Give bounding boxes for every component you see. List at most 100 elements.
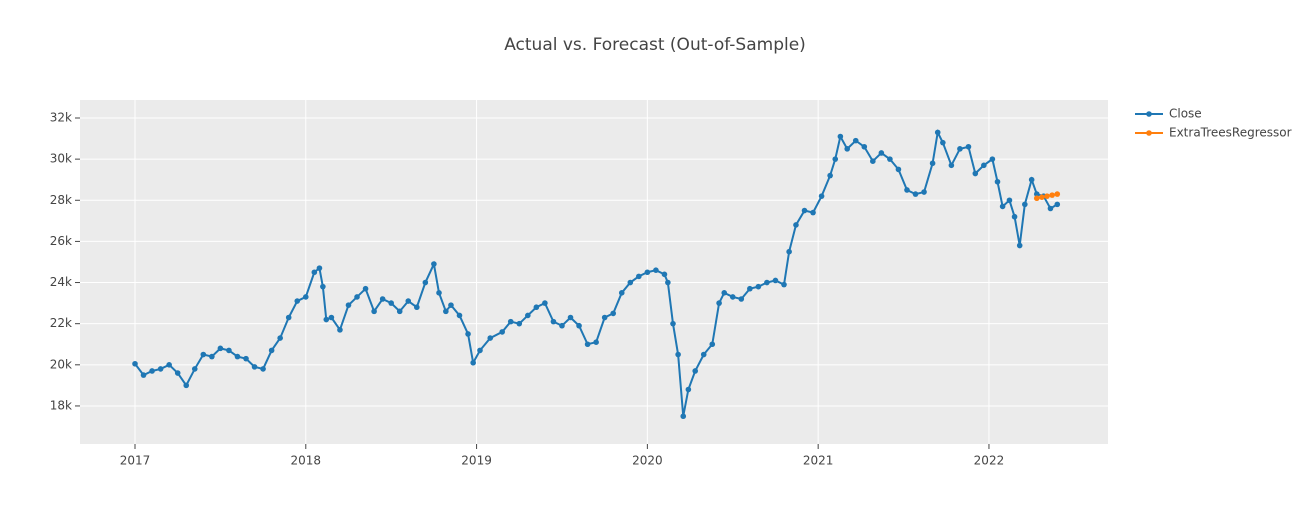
marker (921, 189, 927, 195)
marker (904, 187, 910, 193)
marker (1039, 194, 1045, 200)
marker (989, 156, 996, 162)
plot-area (80, 100, 1108, 444)
marker (940, 139, 946, 146)
marker (456, 312, 463, 319)
marker (644, 269, 651, 276)
marker (665, 279, 671, 286)
marker (567, 314, 574, 321)
x-tick-label: 2021 (803, 454, 834, 468)
marker (934, 129, 941, 136)
marker (183, 382, 190, 389)
marker (200, 351, 207, 358)
marker (243, 355, 249, 362)
marker (277, 335, 283, 341)
marker (721, 290, 728, 296)
marker (516, 320, 523, 327)
marker (861, 143, 868, 150)
marker (887, 156, 893, 162)
marker (470, 359, 476, 366)
marker (323, 316, 330, 323)
marker (1049, 192, 1055, 198)
marker (251, 364, 258, 370)
marker (692, 368, 698, 374)
marker (610, 310, 617, 317)
marker (636, 273, 642, 280)
marker (618, 290, 625, 296)
marker (320, 283, 326, 290)
marker (328, 314, 335, 321)
marker (709, 341, 716, 348)
marker (786, 248, 792, 255)
marker (337, 327, 343, 333)
marker (576, 322, 582, 329)
x-tick-label: 2018 (291, 454, 322, 468)
marker (852, 137, 859, 144)
y-tick-label: 24k (50, 275, 72, 289)
marker (1054, 201, 1061, 208)
marker (1033, 191, 1040, 197)
marker (559, 322, 565, 329)
marker (209, 353, 215, 360)
chart-title: Actual vs. Forecast (Out-of-Sample) (504, 35, 806, 55)
marker (371, 308, 377, 315)
marker (311, 269, 318, 276)
marker (533, 304, 540, 311)
marker (948, 162, 955, 169)
marker (827, 172, 833, 179)
legend-label: Close (1169, 107, 1202, 121)
marker (422, 279, 429, 286)
marker (388, 300, 394, 306)
marker (166, 362, 172, 368)
marker (345, 302, 352, 308)
marker (957, 146, 963, 152)
marker (661, 271, 668, 278)
marker (174, 370, 181, 376)
y-tick-label: 32k (50, 110, 72, 124)
marker (477, 347, 483, 354)
x-tick-label: 2020 (632, 454, 663, 468)
y-tick-label: 20k (50, 357, 72, 371)
marker (1033, 195, 1040, 202)
marker (999, 203, 1006, 210)
y-tick-label: 18k (50, 398, 72, 412)
marker (747, 285, 753, 292)
marker (268, 347, 275, 354)
marker (593, 339, 599, 345)
marker (965, 143, 972, 150)
marker (234, 353, 241, 360)
marker (793, 222, 799, 228)
marker (685, 386, 692, 393)
marker (755, 283, 762, 290)
marker (870, 158, 876, 164)
marker (680, 413, 687, 420)
marker (1016, 242, 1023, 249)
marker (414, 304, 420, 311)
marker (487, 335, 494, 341)
marker (1006, 197, 1013, 204)
marker (878, 150, 885, 156)
legend-label: ExtraTreesRegressor (1169, 126, 1292, 140)
marker (550, 318, 557, 325)
marker (818, 193, 825, 199)
y-tick-label: 22k (50, 316, 72, 330)
marker (140, 372, 147, 378)
marker (157, 366, 164, 372)
marker (362, 285, 369, 292)
marker (294, 298, 301, 304)
marker (1047, 205, 1054, 212)
marker (912, 191, 919, 197)
marker (1054, 191, 1061, 197)
marker (675, 351, 681, 358)
legend-marker (1146, 130, 1152, 136)
marker (465, 331, 471, 337)
marker (584, 341, 591, 348)
marker (601, 314, 608, 321)
x-tick-label: 2017 (120, 454, 151, 468)
marker (396, 308, 403, 315)
marker (729, 294, 736, 300)
marker (191, 366, 198, 372)
marker (448, 302, 454, 308)
marker (1011, 213, 1018, 220)
marker (285, 314, 292, 321)
